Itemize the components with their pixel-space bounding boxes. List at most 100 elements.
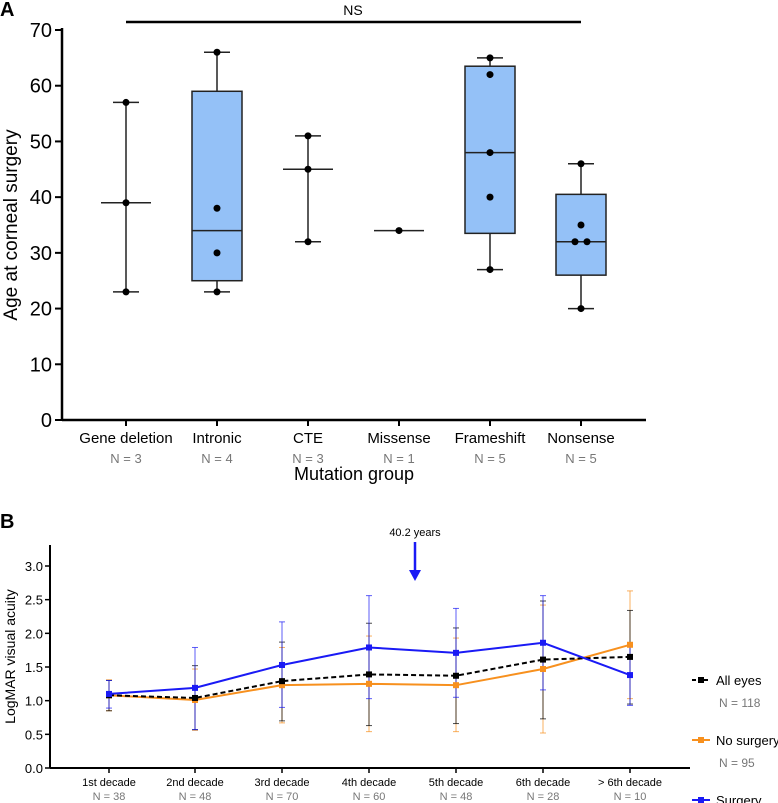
y-tick-label: 10 xyxy=(30,354,52,376)
data-point xyxy=(571,238,579,246)
arrow-down-icon xyxy=(409,570,421,581)
n-label: N = 70 xyxy=(266,791,299,803)
data-point xyxy=(366,680,372,687)
box-plot-panel: 0 10 20 30 40 50 60 70 Age at corneal surgery Mut… xyxy=(1,2,646,484)
legend-marker xyxy=(698,737,704,743)
n-label: N = 4 xyxy=(201,451,232,466)
data-point xyxy=(540,656,546,663)
y-axis-label: Age at corneal surgery xyxy=(1,129,22,321)
significance-label: NS xyxy=(343,2,362,18)
n-label: N = 3 xyxy=(292,451,323,466)
y-tick-label: 1.0 xyxy=(25,694,43,709)
panel-b-label: B xyxy=(0,511,14,533)
data-point xyxy=(577,221,585,229)
n-label: N = 5 xyxy=(565,451,596,466)
x-axis-label: Mutation group xyxy=(294,464,414,484)
data-point xyxy=(540,639,546,646)
data-point xyxy=(213,204,221,212)
y-tick-label: 30 xyxy=(30,243,52,265)
y-tick-label: 0.5 xyxy=(25,727,43,742)
legend-label: No surgery xyxy=(716,733,778,748)
y-tick-label: 0.0 xyxy=(25,761,43,776)
line-chart-panel: 0.0 0.5 1.0 1.5 2.0 2.5 3.0 LogMAR visual acuit… xyxy=(2,527,778,803)
n-label: N = 48 xyxy=(179,791,212,803)
legend-n-label: N = 118 xyxy=(719,696,761,710)
x-tick-label: 2nd decade xyxy=(166,777,224,789)
legend-marker xyxy=(698,797,704,803)
x-tick-label: CTE xyxy=(293,430,323,447)
y-tick-label: 1.5 xyxy=(25,660,43,675)
data-point xyxy=(577,160,585,168)
data-point xyxy=(577,305,585,313)
data-point xyxy=(192,684,198,691)
x-tick-label: 1st decade xyxy=(82,777,136,789)
data-point xyxy=(395,227,403,235)
y-tick-label: 70 xyxy=(30,20,52,42)
data-point xyxy=(304,165,312,173)
x-tick-label: Intronic xyxy=(192,430,242,447)
y-tick-label: 3.0 xyxy=(25,559,43,574)
x-tick-label: Nonsense xyxy=(547,430,615,447)
data-point xyxy=(122,98,130,106)
data-point xyxy=(213,249,221,257)
panel-a-label: A xyxy=(0,0,14,21)
data-point xyxy=(213,48,221,56)
y-tick-label: 0 xyxy=(41,410,52,432)
n-label: N = 1 xyxy=(383,451,414,466)
n-label: N = 48 xyxy=(440,791,473,803)
data-point xyxy=(279,661,285,668)
data-point xyxy=(627,672,633,679)
box xyxy=(555,193,607,276)
box xyxy=(191,90,243,282)
legend-label: Surgery xyxy=(716,793,762,803)
x-tick-label: 4th decade xyxy=(342,777,396,789)
data-point xyxy=(106,690,112,697)
data-point xyxy=(453,682,459,689)
data-point xyxy=(486,193,494,201)
data-point xyxy=(213,288,221,296)
x-tick-label: Gene deletion xyxy=(79,430,172,447)
x-tick-label: 5th decade xyxy=(429,777,483,789)
data-point xyxy=(486,71,494,79)
data-point xyxy=(279,682,285,689)
data-point xyxy=(366,644,372,651)
data-point xyxy=(366,671,372,678)
n-label: N = 5 xyxy=(474,451,505,466)
n-label: N = 3 xyxy=(110,451,141,466)
n-label: N = 10 xyxy=(614,791,647,803)
data-point xyxy=(304,132,312,140)
data-point xyxy=(453,649,459,656)
data-point xyxy=(540,666,546,673)
data-point xyxy=(192,694,198,701)
x-tick-label: Missense xyxy=(367,430,430,447)
data-point xyxy=(486,149,494,157)
data-point xyxy=(486,54,494,62)
legend-n-label: N = 95 xyxy=(719,756,755,770)
legend-label: All eyes xyxy=(716,673,762,688)
data-point xyxy=(583,238,591,246)
data-point xyxy=(486,266,494,274)
y-tick-label: 2.5 xyxy=(25,593,43,608)
data-point xyxy=(453,672,459,679)
legend-marker xyxy=(698,677,704,683)
y-tick-label: 60 xyxy=(30,76,52,98)
x-tick-label: 3rd decade xyxy=(254,777,309,789)
y-tick-label: 20 xyxy=(30,299,52,321)
y-tick-label: 2.0 xyxy=(25,626,43,641)
x-tick-label: 6th decade xyxy=(516,777,570,789)
data-point xyxy=(304,238,312,246)
data-point xyxy=(122,288,130,296)
arrow-annotation-label: 40.2 years xyxy=(389,527,441,539)
y-tick-label: 50 xyxy=(30,131,52,153)
data-point xyxy=(627,653,633,660)
data-point xyxy=(122,199,130,207)
x-tick-label: Frameshift xyxy=(455,430,527,447)
y-tick-label: 40 xyxy=(30,187,52,209)
data-point xyxy=(627,641,633,648)
n-label: N = 28 xyxy=(527,791,560,803)
n-label: N = 60 xyxy=(353,791,386,803)
data-point xyxy=(279,678,285,685)
y-axis-label: LogMAR visual acuity xyxy=(2,589,18,724)
n-label: N = 38 xyxy=(93,791,126,803)
